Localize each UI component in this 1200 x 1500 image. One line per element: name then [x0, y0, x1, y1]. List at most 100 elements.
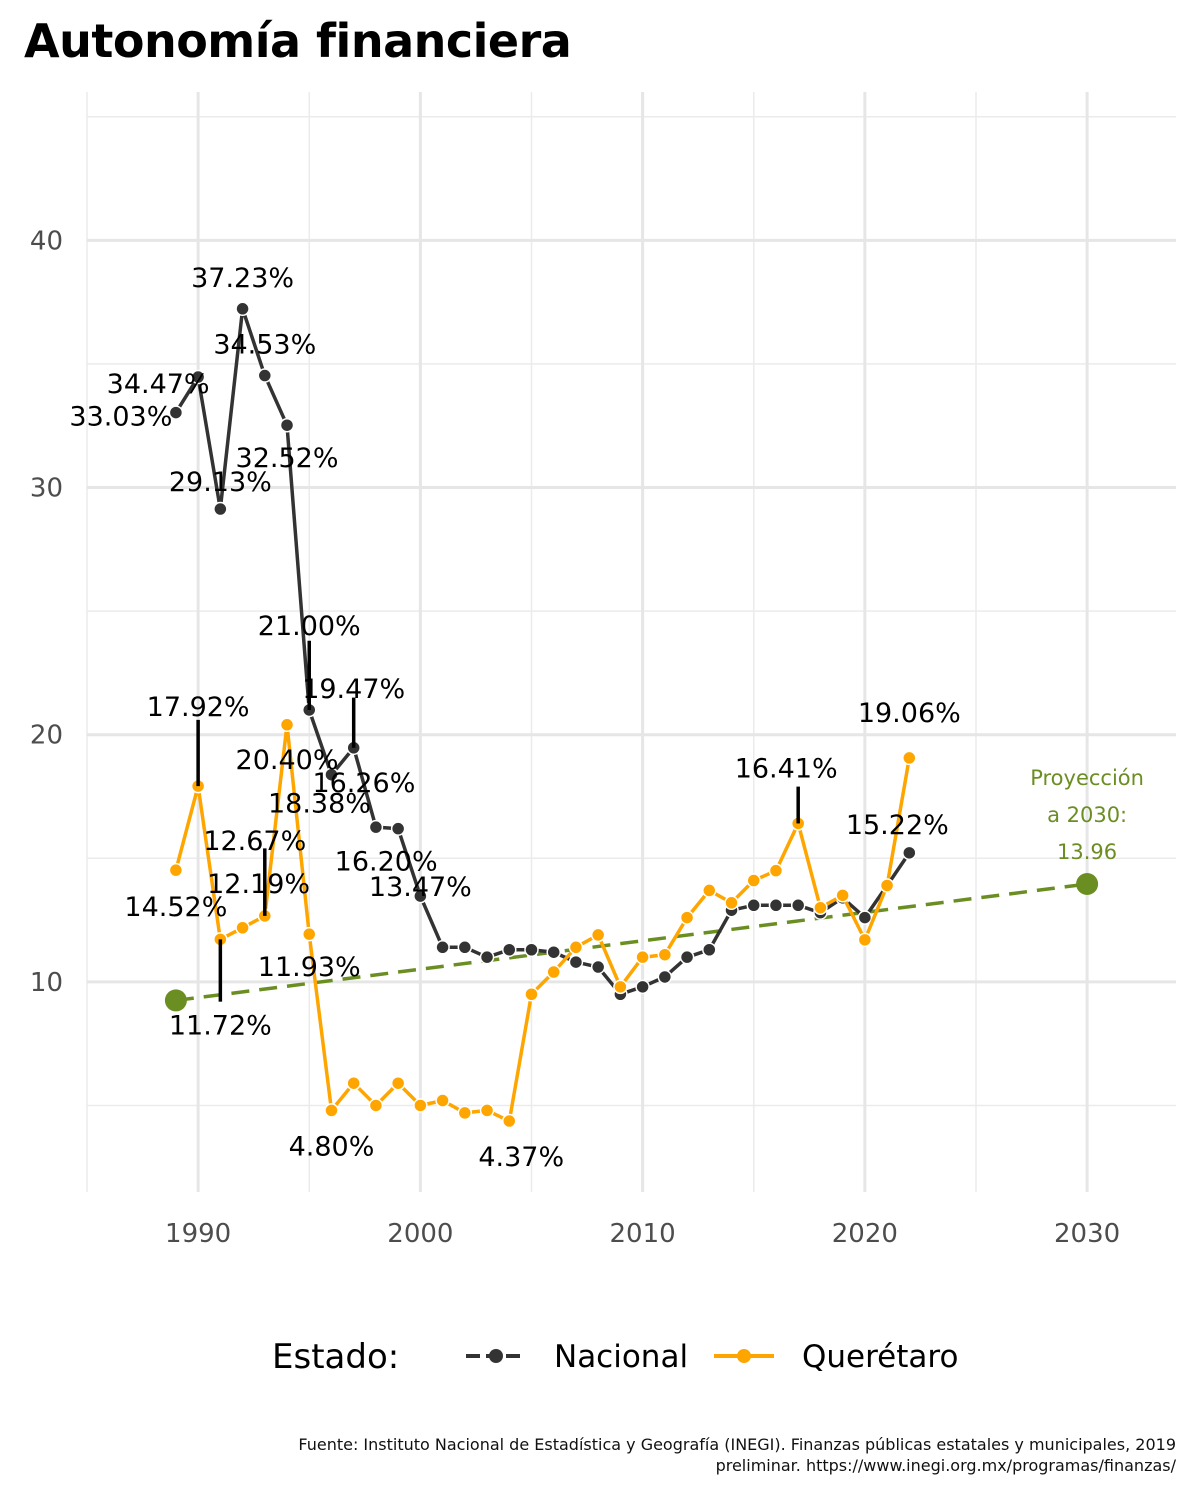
- series-point-2: [346, 1075, 361, 1091]
- data-label: 12.67%: [203, 826, 306, 857]
- series-point-2: [857, 932, 873, 948]
- series-point-1: [235, 301, 250, 317]
- series-point-2: [324, 1103, 339, 1118]
- x-tick-label: 2010: [610, 1219, 676, 1249]
- series-point-2: [568, 940, 584, 955]
- data-label: 17.92%: [147, 692, 250, 723]
- x-axis-ticks: 1990 2000 2010 2020 2030: [165, 1219, 1120, 1249]
- series-point-1: [257, 368, 273, 383]
- series-point-2: [279, 717, 295, 733]
- series-point-1: [457, 940, 473, 955]
- data-label: 15.22%: [846, 810, 949, 841]
- x-tick-label: 2030: [1054, 1219, 1120, 1249]
- projection-start-point: [164, 989, 187, 1012]
- x-tick-label: 2000: [387, 1219, 453, 1249]
- series-point-2: [390, 1075, 406, 1091]
- projection-trend-line: [175, 882, 1088, 1003]
- series-point-2: [546, 964, 561, 980]
- data-label: 16.26%: [312, 768, 415, 799]
- data-label: 18.38%: [268, 789, 371, 820]
- series-point-2: [301, 926, 317, 942]
- series-point-2: [657, 947, 673, 962]
- series-point-2: [679, 910, 695, 925]
- data-label: 20.40%: [236, 745, 339, 776]
- series-point-2: [746, 873, 761, 888]
- series-point-2: [702, 883, 717, 898]
- data-label: 33.03%: [69, 402, 172, 433]
- data-label: 19.47%: [302, 674, 405, 705]
- projection-label-line: 13.96: [1057, 840, 1117, 864]
- y-tick-label: 10: [30, 968, 63, 998]
- series-line-2: [174, 723, 912, 1123]
- series-point-2: [479, 1103, 495, 1118]
- series-point-2: [613, 979, 628, 995]
- series-point-2: [879, 878, 895, 893]
- series-point-1: [213, 501, 228, 517]
- data-label: 11.72%: [169, 1010, 272, 1041]
- series-point-2: [902, 750, 917, 766]
- series-point-1: [857, 910, 873, 925]
- series-point-2: [413, 1098, 428, 1113]
- legend-label: Nacional: [554, 1339, 688, 1375]
- series-point-1: [502, 942, 517, 958]
- series-point-1: [413, 888, 428, 904]
- series-point-1: [568, 954, 584, 970]
- series-point-2: [835, 888, 850, 903]
- series-point-1: [679, 949, 695, 965]
- y-tick-label: 30: [30, 474, 63, 504]
- series-point-2: [368, 1098, 384, 1113]
- series-lines: [168, 301, 917, 1129]
- x-tick-label: 1990: [165, 1219, 231, 1249]
- data-label: 19.06%: [858, 698, 961, 729]
- data-label: 12.19%: [207, 869, 310, 900]
- grid-major: [87, 92, 1176, 1192]
- projection-label-line: Proyección: [1030, 766, 1144, 790]
- series-point-1: [546, 944, 561, 960]
- series-point-2: [590, 927, 606, 943]
- series-point-2: [502, 1113, 517, 1129]
- legend-key-point: [737, 1349, 751, 1363]
- data-label: 32.52%: [236, 443, 339, 474]
- data-labels: 33.03%34.47% 29.13% 37.23% 34.53% 32.52% 21.0…: [69, 263, 960, 1173]
- series-point-1: [635, 979, 650, 995]
- projection-label: Proyección a 2030: 13.96: [1030, 766, 1144, 864]
- series-point-1: [324, 767, 339, 782]
- series-line-1: [174, 307, 911, 996]
- projection-end-point: [1076, 873, 1099, 895]
- legend-title: Estado:: [272, 1337, 399, 1377]
- series-point-1: [279, 417, 295, 433]
- legend-key-point: [489, 1349, 503, 1363]
- projection-line: [164, 873, 1099, 1012]
- y-tick-label: 40: [30, 226, 63, 256]
- data-label: 29.13%: [169, 467, 272, 498]
- projection-label-line: a 2030:: [1047, 803, 1127, 827]
- series-point-2: [524, 986, 539, 1002]
- data-label: 21.00%: [258, 611, 361, 642]
- caption-line-1: Fuente: Instituto Nacional de Estadístic…: [298, 1435, 1176, 1454]
- y-tick-label: 20: [30, 721, 63, 751]
- series-point-1: [902, 845, 917, 861]
- data-label: 34.47%: [107, 369, 210, 400]
- series-point-2: [435, 1093, 450, 1108]
- series-point-1: [746, 898, 761, 913]
- data-label: 4.37%: [478, 1142, 564, 1173]
- series-point-2: [724, 895, 739, 911]
- series-point-1: [768, 898, 784, 913]
- y-axis-ticks: 10 20 30 40: [30, 226, 63, 998]
- chart-title: Autonomía financiera: [24, 14, 572, 68]
- series-point-1: [168, 405, 184, 420]
- data-label: 13.47%: [369, 872, 472, 903]
- series-point-1: [435, 940, 450, 955]
- data-label: 11.93%: [258, 952, 361, 983]
- data-label: 34.53%: [213, 330, 316, 361]
- series-point-1: [190, 369, 206, 385]
- series-point-1: [524, 942, 539, 958]
- source-caption: Fuente: Instituto Nacional de Estadístic…: [76, 1434, 1176, 1476]
- series-point-2: [768, 863, 784, 878]
- caption-line-2: preliminar. https://www.inegi.org.mx/pro…: [715, 1456, 1176, 1475]
- series-point-1: [479, 949, 495, 965]
- series-point-1: [702, 942, 717, 958]
- series-point-2: [235, 920, 250, 936]
- data-label: 37.23%: [191, 263, 294, 294]
